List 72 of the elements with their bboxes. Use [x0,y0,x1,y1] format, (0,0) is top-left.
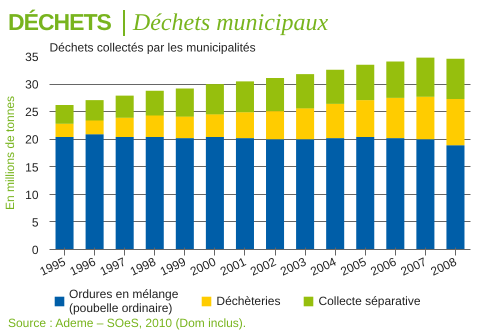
bar [356,137,374,250]
bar [416,96,434,140]
legend-label: Collecte séparative [318,294,420,308]
bar [56,105,74,124]
y-tick-label: 5 [32,215,39,230]
bar [356,64,374,100]
x-tick-label: 2006 [368,254,399,279]
text: Déchets collectés par les municipalités [50,40,256,54]
bar [446,145,464,250]
bar [266,111,284,140]
bar [386,61,404,98]
y-tick-label: 20 [25,132,39,147]
x-tick-label: 1996 [68,254,98,279]
bar [416,139,434,250]
y-tick-label: 30 [25,78,39,92]
source-note: Source : Ademe – SOeS, 2010 (Dom inclus). [7,315,246,332]
x-tick-label: 2001 [218,254,248,279]
bar [296,74,314,108]
bar [116,137,134,250]
bar [116,96,134,118]
y-tick-label: 25 [25,105,39,120]
bar [86,100,104,120]
x-tick-label: 2002 [248,254,278,279]
bar [236,81,254,112]
bar [296,108,314,140]
legend-label: Ordures en mélange (poubelle ordinaire) [69,287,178,315]
bar [236,138,254,250]
x-tick-label: 2000 [188,254,218,279]
x-tick-label: 1999 [158,254,188,279]
y-tick-label: 10 [25,188,39,202]
bar [116,118,134,138]
bar [236,112,254,138]
x-tick-label: 1998 [128,254,158,279]
legend-label: Déchèteries [216,294,280,308]
bar [386,98,404,138]
bar [56,124,74,138]
x-tick-label: 1995 [38,254,68,279]
bar [446,98,464,146]
bar [266,139,284,250]
x-tick-label: 2003 [278,254,309,279]
bar [176,138,194,250]
bar [176,88,194,117]
x-tick-label: 2004 [308,254,339,279]
x-tick-label: 1997 [98,254,128,279]
bar [86,120,104,134]
bar [146,90,164,116]
chart-title: DÉCHETS [8,9,111,35]
bar [326,138,344,250]
chart-subtitle: Déchets municipaux [122,10,328,36]
bar [326,70,344,104]
bar [416,58,434,97]
bar [206,114,224,138]
bar [386,138,404,250]
bar [146,137,164,250]
bar [86,134,104,250]
bar [206,137,224,250]
y-tick-label: 35 [25,50,39,64]
bar [266,78,284,112]
x-tick-label: 2007 [398,254,429,279]
bar [146,116,164,138]
bar [206,84,224,114]
bar [326,104,344,138]
y-axis-title: En millions de tonnes [3,96,18,210]
bar [56,137,74,250]
y-tick-label: 15 [25,160,39,174]
x-tick-label: 2008 [428,254,459,279]
bar [296,139,314,250]
bar [446,58,464,99]
bar [356,100,374,138]
y-tick-label: 0 [32,243,39,257]
bar [176,116,194,138]
x-tick-label: 2005 [338,254,369,279]
